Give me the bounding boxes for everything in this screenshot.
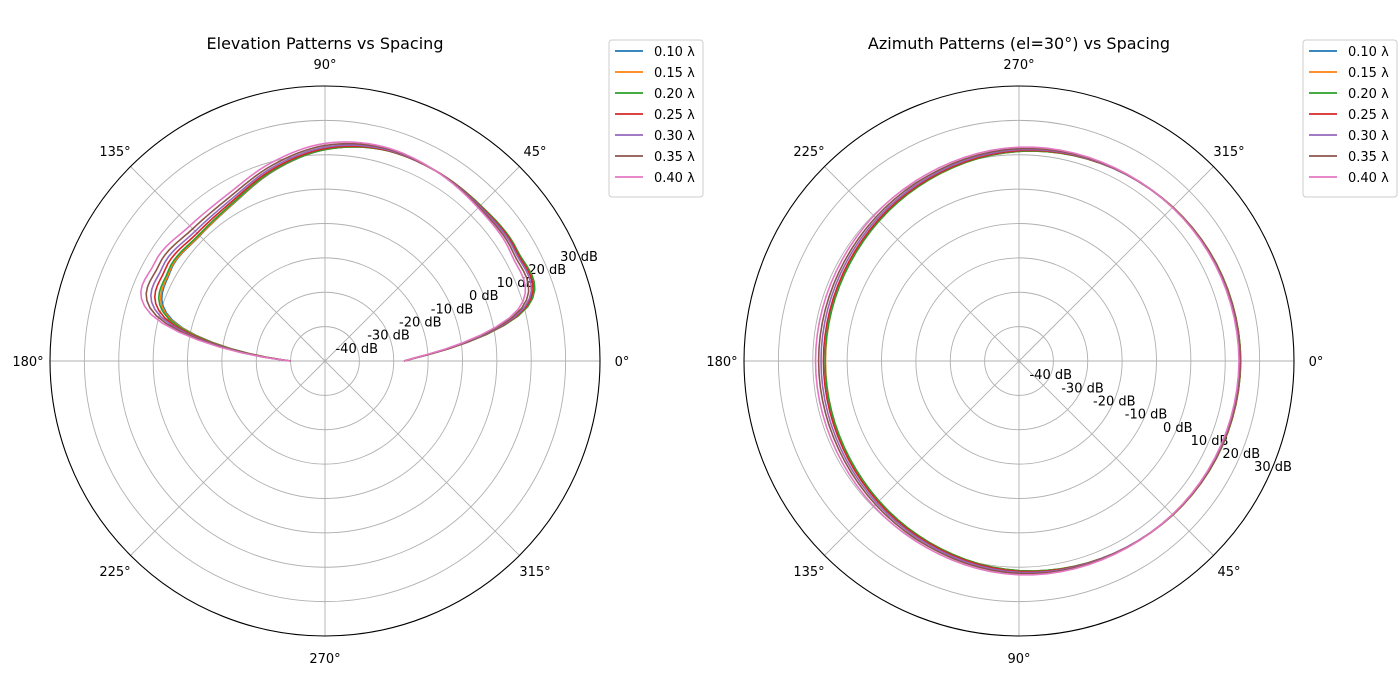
theta-tick-labels: 0° 45° 90° 135° 180° 225° 270° 315°	[12, 58, 629, 667]
r-tick-label: -10 dB	[431, 302, 474, 317]
r-tick-label: 10 dB	[1191, 434, 1229, 449]
theta-tick-label: 90°	[313, 58, 336, 73]
theta-tick-label: 90°	[1007, 652, 1030, 667]
theta-tick-label: 225°	[99, 565, 130, 580]
series-line	[157, 146, 536, 362]
theta-tick-label: 315°	[519, 565, 550, 580]
r-tick-label: 30 dB	[1254, 460, 1292, 475]
theta-tick-label: 270°	[1003, 58, 1034, 73]
r-tick-label: 20 dB	[1222, 447, 1260, 462]
series-line	[145, 142, 530, 362]
r-tick-label: 30 dB	[560, 250, 598, 265]
grid-ring	[777, 119, 1261, 603]
r-tick-label: -20 dB	[399, 316, 442, 331]
theta-tick-label: 315°	[1213, 145, 1244, 160]
theta-tick-label: 45°	[1217, 565, 1240, 580]
grid-ring	[812, 154, 1226, 568]
legend-box	[608, 39, 704, 198]
r-tick-label: 0 dB	[1163, 421, 1193, 436]
legend-label: 0.25 λ	[654, 108, 695, 123]
series-lines	[814, 146, 1242, 576]
chart-title: Elevation Patterns vs Spacing	[207, 34, 444, 53]
polar-grid	[744, 86, 1294, 636]
legend-label: 0.40 λ	[1348, 171, 1389, 186]
grid-ring	[949, 291, 1089, 431]
r-tick-label: -40 dB	[1029, 368, 1072, 383]
series-line	[159, 146, 536, 362]
theta-tick-label: 180°	[706, 355, 737, 370]
series-line	[153, 145, 534, 362]
legend-label: 0.40 λ	[654, 171, 695, 186]
legend-label: 0.15 λ	[1348, 66, 1389, 81]
chart-title: Azimuth Patterns (el=30°) vs Spacing	[868, 34, 1170, 53]
grid-ring	[152, 188, 498, 534]
r-tick-label: -30 dB	[1061, 381, 1104, 396]
r-tick-label: -40 dB	[335, 342, 378, 357]
theta-tick-label: 45°	[523, 145, 546, 160]
polar-grid	[50, 86, 600, 636]
r-tick-label: -10 dB	[1125, 408, 1168, 423]
legend-label: 0.25 λ	[1348, 108, 1389, 123]
grid-ring	[118, 154, 532, 568]
theta-tick-label: 225°	[793, 145, 824, 160]
legend-label: 0.30 λ	[654, 129, 695, 144]
legend-label: 0.20 λ	[1348, 87, 1389, 102]
legend-label: 0.20 λ	[654, 87, 695, 102]
legend: 0.10 λ 0.15 λ 0.20 λ 0.25 λ 0.30 λ 0.35 λ 0.40…	[1302, 39, 1398, 198]
theta-tick-label: 0°	[1309, 355, 1324, 370]
grid-ring	[221, 257, 429, 465]
legend-label: 0.10 λ	[654, 45, 695, 60]
theta-tick-label: 0°	[615, 355, 630, 370]
legend-label: 0.35 λ	[1348, 150, 1389, 165]
legend-label: 0.35 λ	[654, 150, 695, 165]
r-tick-label: 20 dB	[528, 263, 566, 278]
grid-ring	[255, 291, 395, 431]
theta-tick-labels: 0° 45° 90° 135° 180° 225° 270° 315°	[706, 58, 1323, 667]
azimuth-polar-chart: Azimuth Patterns (el=30°) vs Spacing 0° 4…	[706, 34, 1398, 667]
grid-ring	[846, 188, 1192, 534]
grid-ring	[187, 223, 463, 499]
grid-ring	[915, 257, 1123, 465]
elevation-polar-chart: Elevation Patterns vs Spacing 0° 45° 90° 13…	[12, 34, 704, 667]
theta-tick-label: 135°	[793, 565, 824, 580]
series-line	[814, 146, 1240, 576]
series-lines	[140, 141, 536, 362]
legend-label: 0.30 λ	[1348, 129, 1389, 144]
series-line	[140, 141, 527, 362]
legend-label: 0.10 λ	[1348, 45, 1389, 60]
theta-tick-label: 270°	[309, 652, 340, 667]
grid-ring	[984, 326, 1054, 396]
grid-ring	[83, 119, 567, 603]
series-line	[150, 144, 533, 362]
grid-ring	[881, 223, 1157, 499]
theta-tick-label: 135°	[99, 145, 130, 160]
r-tick-label: -30 dB	[367, 329, 410, 344]
polar-frame	[743, 85, 1295, 637]
legend-box	[1302, 39, 1398, 198]
r-tick-label: 0 dB	[469, 289, 499, 304]
r-tick-label: -20 dB	[1093, 394, 1136, 409]
legend: 0.10 λ 0.15 λ 0.20 λ 0.25 λ 0.30 λ 0.35 λ 0.40…	[608, 39, 704, 198]
legend-label: 0.15 λ	[654, 66, 695, 81]
theta-tick-label: 180°	[12, 355, 43, 370]
polar-frame	[49, 85, 601, 637]
